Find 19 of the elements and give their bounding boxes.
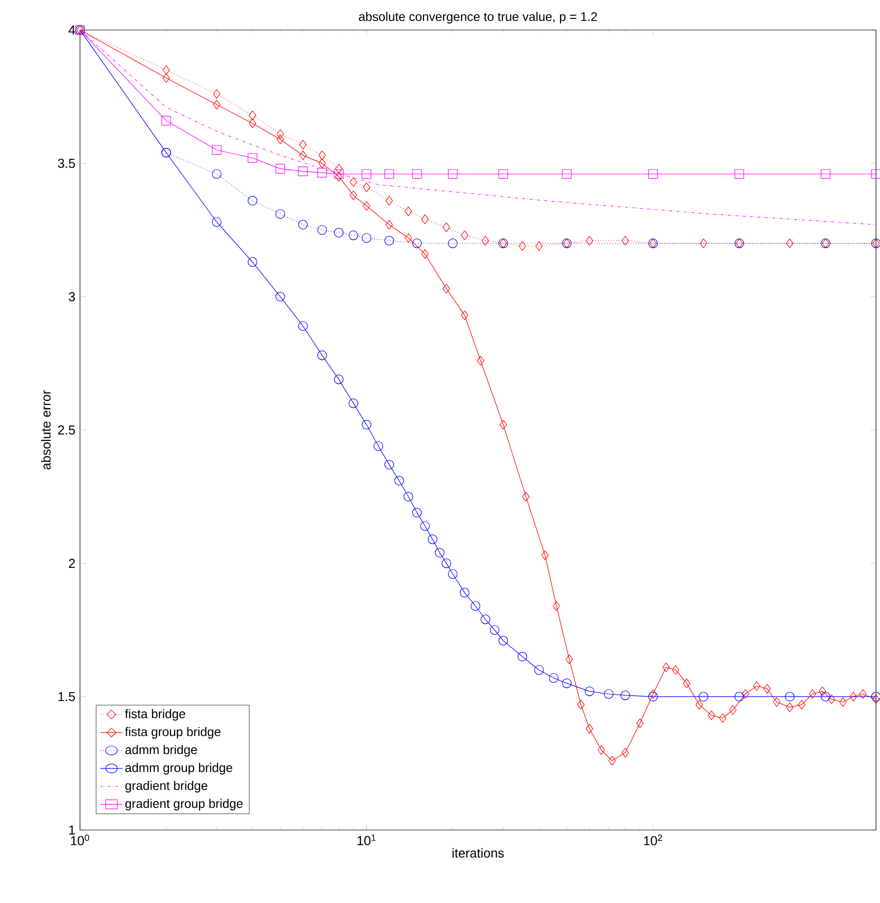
legend-label: fista group bridge — [124, 727, 220, 739]
x-tick-label: 10$^{1}$ — [357, 834, 376, 846]
legend-label: admm bridge — [125, 744, 197, 757]
legend-label: gradient bridge — [125, 780, 208, 792]
x-tick-label: 10$^{0}$ — [70, 834, 89, 846]
x-axis-title: iterations — [452, 848, 504, 858]
y-tick-label: 4 — [68, 26, 75, 34]
y-tick-label: 2 — [68, 558, 75, 568]
y-tick-label: 3.5 — [58, 158, 75, 168]
chart-title: absolute convergence to true value, p = 1.2 — [358, 12, 597, 24]
y-tick-label: 1 — [69, 826, 75, 834]
y-tick-label: 1.5 — [58, 692, 75, 702]
y-tick-label: 2.5 — [58, 425, 75, 435]
y-tick-label: 3 — [68, 292, 75, 302]
x-tick-label: 10$^{2}$ — [644, 834, 662, 846]
y-axis-title: absolute error — [40, 390, 50, 470]
legend-label: admm group bridge — [125, 762, 232, 775]
legend-label: fista bridge — [124, 709, 185, 721]
legend-label: gradient group bridge — [125, 798, 242, 810]
